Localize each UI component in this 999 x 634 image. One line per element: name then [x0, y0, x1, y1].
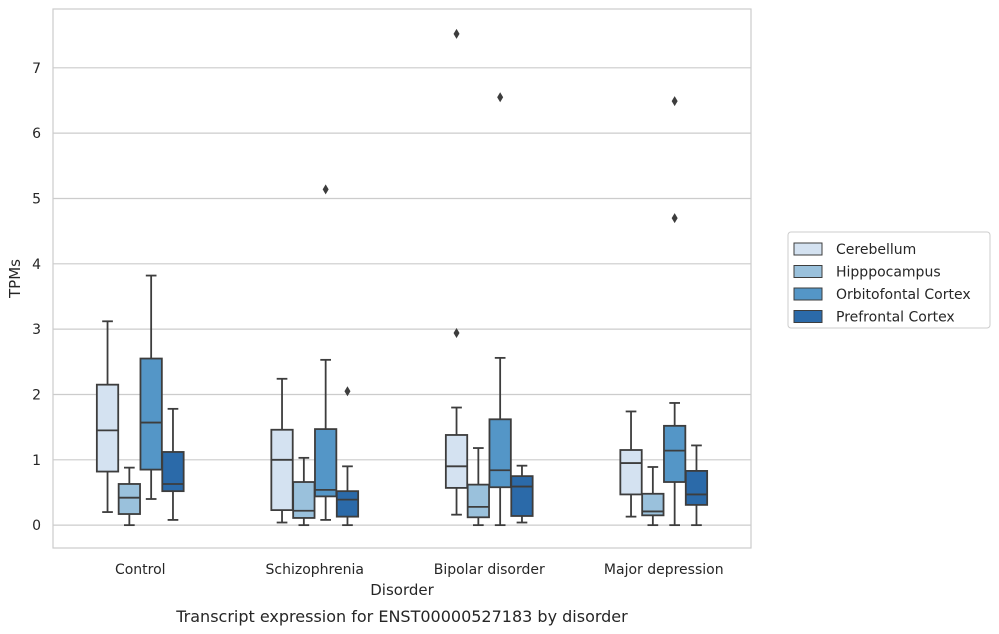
legend-label: Hipppocampus: [836, 265, 941, 281]
legend-swatch: [793, 310, 823, 323]
box-body: [510, 475, 534, 517]
outlier-point: [453, 328, 460, 339]
legend-label: Orbitofontal Cortex: [836, 287, 971, 303]
y-tick-label: 5: [32, 191, 41, 207]
box-body: [335, 490, 360, 518]
y-tick-label: 2: [32, 387, 41, 403]
box-body: [663, 424, 687, 483]
box-body: [161, 451, 185, 493]
box-hipppocampus-schizophrenia: [292, 456, 316, 527]
box-hipppocampus-major-depression: [641, 466, 665, 527]
box-body: [270, 428, 294, 512]
legend-swatch: [793, 287, 823, 301]
legend-label: Prefrontal Cortex: [836, 310, 955, 326]
box-body: [139, 357, 163, 471]
outlier-point: [453, 28, 460, 39]
box-orbitofontal-cortex-bipolar-disorder: [488, 92, 512, 527]
legend-swatch: [793, 265, 823, 278]
legend: Cerebellum Hipppocampus Orbitofontal Corte…: [787, 231, 991, 329]
outlier-point: [671, 213, 678, 224]
x-tick-label: Control: [115, 562, 166, 578]
box-body: [684, 470, 709, 506]
box-body: [95, 383, 120, 473]
box-cerebellum-schizophrenia: [270, 377, 294, 524]
y-tick-label: 1: [32, 453, 41, 469]
box-orbitofontal-cortex-schizophrenia: [314, 184, 338, 521]
x-axis-label: Disorder: [370, 581, 434, 599]
plot-marks: [95, 28, 709, 527]
x-tick-label: Schizophrenia: [266, 562, 364, 578]
box-cerebellum-major-depression: [619, 410, 643, 518]
legend-swatch: [793, 242, 823, 256]
y-tick-label: 7: [32, 61, 41, 77]
y-axis-ticks: 0 1 2 3 4 5 6 7: [32, 61, 41, 534]
box-body: [292, 481, 316, 519]
y-tick-label: 3: [32, 322, 41, 338]
y-axis-label: TPMs: [6, 259, 24, 299]
box-prefrontal-cortex-schizophrenia: [335, 386, 360, 527]
box-orbitofontal-cortex-major-depression: [663, 96, 687, 527]
box-orbitofontal-cortex-control: [139, 274, 163, 500]
box-body: [466, 483, 490, 519]
plot-frame: [52, 8, 752, 549]
outlier-point: [344, 386, 351, 397]
outlier-point: [322, 184, 329, 195]
legend-frame: [787, 231, 991, 329]
box-prefrontal-cortex-control: [161, 407, 185, 521]
box-cerebellum-control: [95, 320, 120, 513]
legend-label: Cerebellum: [836, 242, 916, 258]
box-body: [619, 449, 643, 496]
outlier-point: [671, 96, 678, 107]
box-body: [641, 492, 665, 517]
box-hipppocampus-bipolar-disorder: [466, 447, 490, 527]
x-tick-label: Bipolar disorder: [434, 562, 545, 578]
box-prefrontal-cortex-bipolar-disorder: [510, 464, 534, 524]
box-body: [444, 434, 469, 489]
x-tick-label: Major depression: [604, 562, 724, 578]
outlier-point: [497, 92, 504, 103]
y-tick-label: 6: [32, 126, 41, 142]
box-prefrontal-cortex-major-depression: [684, 444, 709, 527]
box-body: [314, 428, 338, 498]
y-tick-label: 4: [32, 257, 41, 273]
x-axis-ticks: Control Schizophrenia Bipolar disorder Majo…: [115, 562, 724, 578]
box-cerebellum-bipolar-disorder: [444, 28, 469, 516]
y-tick-label: 0: [32, 518, 41, 534]
box-body: [488, 418, 512, 489]
box-hipppocampus-control: [117, 466, 141, 527]
figure-caption: Transcript expression for ENST0000052718…: [175, 607, 628, 626]
box-body: [117, 483, 141, 515]
